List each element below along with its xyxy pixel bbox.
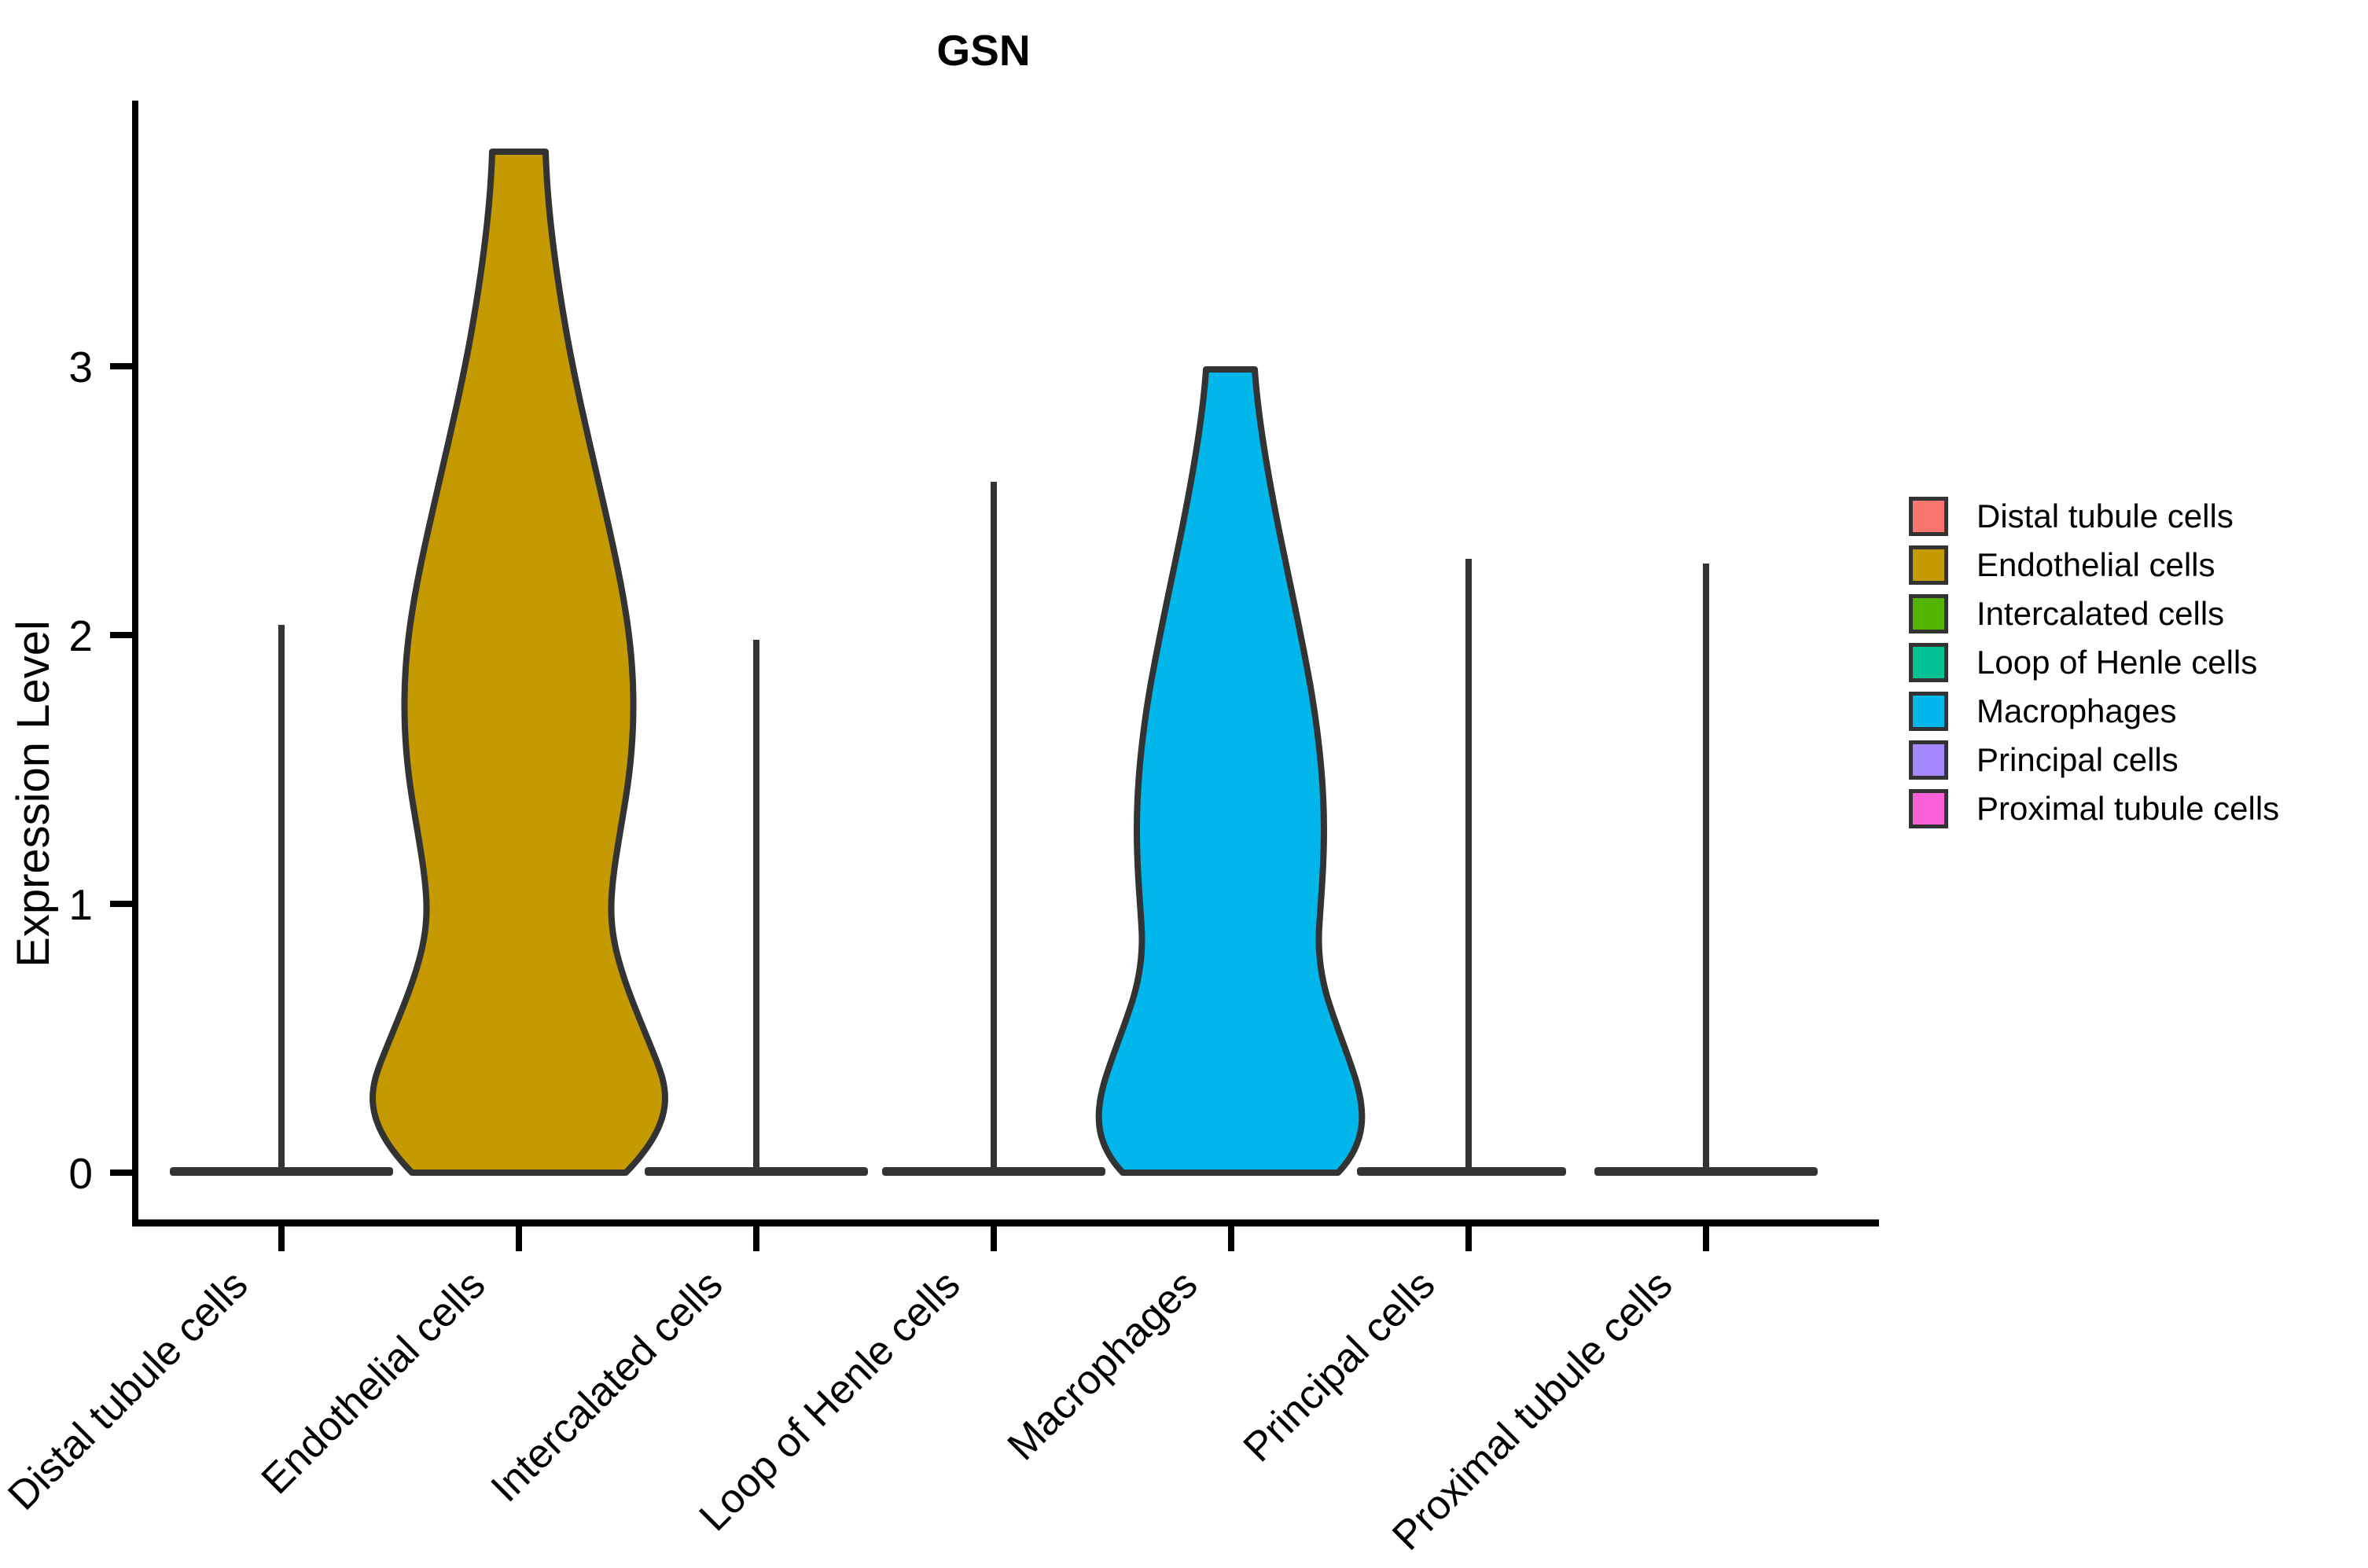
legend: Distal tubule cells Endothelial cells In… (1909, 492, 2279, 833)
legend-swatch-icon (1909, 643, 1948, 682)
legend-item-endothelial-cells[interactable]: Endothelial cells (1909, 541, 2279, 589)
legend-label: Intercalated cells (1976, 595, 2225, 632)
legend-swatch-icon (1909, 545, 1948, 585)
y-tick-label-2: 2 (68, 611, 93, 660)
legend-swatch-icon (1909, 740, 1948, 780)
legend-item-intercalated-cells[interactable]: Intercalated cells (1909, 589, 2279, 638)
legend-label: Loop of Henle cells (1976, 644, 2258, 681)
violin-proximal-tubule-cells[interactable] (1594, 564, 1818, 1176)
y-tick-label-1: 1 (68, 880, 93, 929)
legend-item-principal-cells[interactable]: Principal cells (1909, 736, 2279, 784)
violin-principal-cells[interactable] (1357, 559, 1566, 1176)
page-title: GSN (936, 26, 1030, 75)
legend-item-proximal-tubule-cells[interactable]: Proximal tubule cells (1909, 784, 2279, 833)
y-tick-label-3: 3 (68, 343, 93, 391)
y-tick-label-0: 0 (68, 1149, 93, 1198)
legend-swatch-icon (1909, 789, 1948, 828)
legend-item-distal-tubule-cells[interactable]: Distal tubule cells (1909, 492, 2279, 541)
legend-item-loop-of-henle-cells[interactable]: Loop of Henle cells (1909, 638, 2279, 687)
legend-swatch-icon (1909, 692, 1948, 731)
legend-label: Proximal tubule cells (1976, 790, 2280, 827)
x-tick-label-macrophages: Macrophages (999, 1261, 1207, 1469)
violin-distal-tubule-cells[interactable] (170, 625, 393, 1176)
violin-body-principal-cells (1357, 1167, 1566, 1176)
legend-label: Principal cells (1976, 741, 2179, 778)
violin-body-macrophages (1095, 366, 1366, 1176)
legend-item-macrophages[interactable]: Macrophages (1909, 687, 2279, 736)
x-tick-label-endothelial-cells: Endothelial cells (253, 1261, 495, 1503)
x-tick-marks (278, 1226, 1709, 1251)
y-tick-marks (110, 363, 135, 1176)
x-tick-label-loop-of-henle-cells: Loop of Henle cells (691, 1261, 969, 1540)
legend-label: Endothelial cells (1976, 546, 2215, 583)
violin-body-endothelial-cells (370, 149, 668, 1176)
violin-macrophages[interactable] (1095, 366, 1366, 1176)
legend-swatch-icon (1909, 497, 1948, 536)
x-tick-label-distal-tubule-cells: Distal tubule cells (0, 1261, 256, 1518)
violin-loop-of-henle-cells[interactable] (882, 482, 1105, 1176)
violin-intercalated-cells[interactable] (645, 640, 868, 1176)
x-tick-label-principal-cells: Principal cells (1235, 1261, 1444, 1471)
y-axis-label: Expression Level (8, 620, 59, 968)
x-tick-label-intercalated-cells: Intercalated cells (483, 1261, 732, 1511)
legend-swatch-icon (1909, 594, 1948, 633)
legend-label: Macrophages (1976, 692, 2177, 729)
legend-label: Distal tubule cells (1976, 498, 2234, 534)
violin-endothelial-cells[interactable] (370, 149, 668, 1176)
